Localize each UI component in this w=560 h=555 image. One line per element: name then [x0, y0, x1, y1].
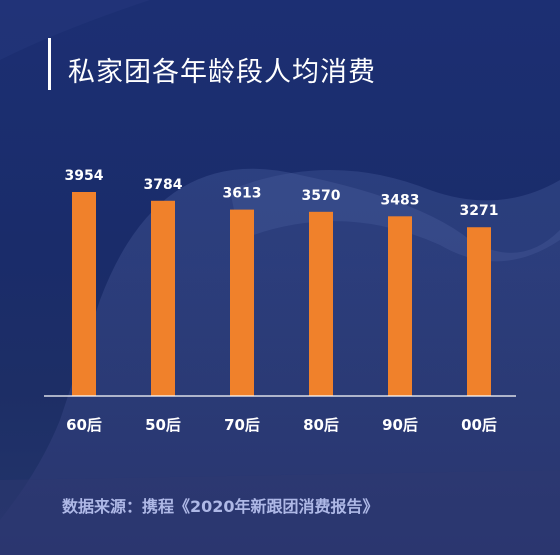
value-label-5: 3271	[460, 203, 499, 219]
x-tick-label-1: 50后	[145, 416, 181, 434]
bar-5	[467, 227, 491, 396]
bar-0	[72, 192, 96, 396]
bar-1	[151, 200, 175, 396]
x-tick-label-2: 70后	[224, 416, 260, 434]
value-label-3: 3570	[302, 188, 341, 204]
value-label-2: 3613	[223, 186, 262, 202]
bar-2	[230, 209, 254, 396]
x-tick-label-5: 00后	[461, 416, 497, 434]
value-labels-group: 3954 3784 3613 3570 3483 3271	[65, 168, 499, 219]
chart-title: 私家团各年龄段人均消费	[68, 57, 376, 88]
data-source-note: 数据来源：携程《2020年新跟团消费报告》	[62, 497, 379, 516]
bar-3	[309, 211, 333, 396]
x-tick-labels-group: 60后 50后 70后 80后 90后 00后	[66, 416, 497, 434]
title-accent-bar	[48, 38, 51, 90]
x-tick-label-3: 80后	[303, 416, 339, 434]
x-tick-label-0: 60后	[66, 416, 102, 434]
value-label-0: 3954	[65, 168, 104, 184]
value-label-4: 3483	[381, 192, 420, 208]
bars-group	[72, 192, 491, 396]
value-label-1: 3784	[144, 177, 183, 193]
x-tick-label-4: 90后	[382, 416, 418, 434]
bar-4	[388, 216, 412, 396]
